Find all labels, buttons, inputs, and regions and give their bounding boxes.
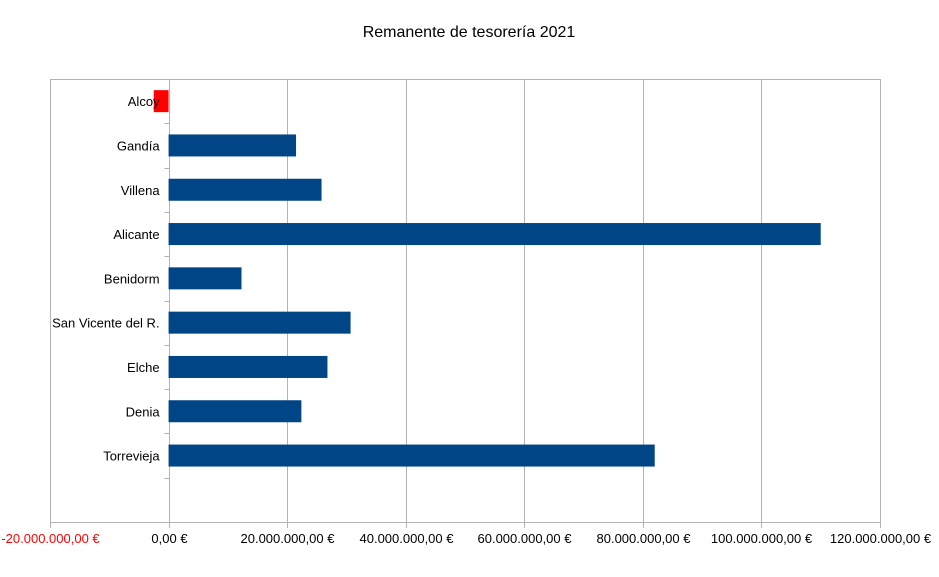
- bar: [168, 178, 322, 201]
- category-labels: Alcoy Gandía Villena Alicante Benidorm San Vi…: [52, 94, 160, 463]
- x-tick-label: 40.000.000,00 €: [360, 531, 455, 546]
- category-label: Denia: [126, 404, 161, 419]
- x-tick-label: 120.000.000,00 €: [830, 531, 932, 546]
- bar: [168, 134, 297, 157]
- category-label: Benidorm: [104, 271, 160, 286]
- bar: [168, 400, 302, 423]
- category-label: Villena: [121, 183, 161, 198]
- category-label: Elche: [127, 360, 160, 375]
- bar: [153, 90, 169, 113]
- chart-title: Remanente de tesorería 2021: [363, 24, 576, 41]
- category-label: Gandía: [117, 138, 160, 153]
- category-label: Alicante: [113, 227, 159, 242]
- category-label: San Vicente del R.: [52, 316, 159, 331]
- bar: [168, 311, 351, 334]
- gridlines: [50, 79, 881, 528]
- x-tick-label: 80.000.000,00 €: [597, 531, 692, 546]
- x-tick-label: 20.000.000,00 €: [241, 531, 336, 546]
- value-axis-tick-labels: -20.000.000,00 € 0,00 € 20.000.000,00 € 40.…: [1, 531, 932, 546]
- bars: [153, 90, 821, 467]
- bar: [168, 355, 328, 378]
- bar: [168, 444, 655, 467]
- x-tick-label: 0,00 €: [151, 531, 188, 546]
- bar: [168, 267, 242, 290]
- category-label: Torrevieja: [103, 449, 160, 464]
- x-tick-label: 100.000.000,00 €: [711, 531, 813, 546]
- x-tick-label: 60.000.000,00 €: [478, 531, 573, 546]
- x-tick-label: -20.000.000,00 €: [1, 531, 100, 546]
- bar: [168, 223, 821, 246]
- category-label: Alcoy: [128, 94, 160, 109]
